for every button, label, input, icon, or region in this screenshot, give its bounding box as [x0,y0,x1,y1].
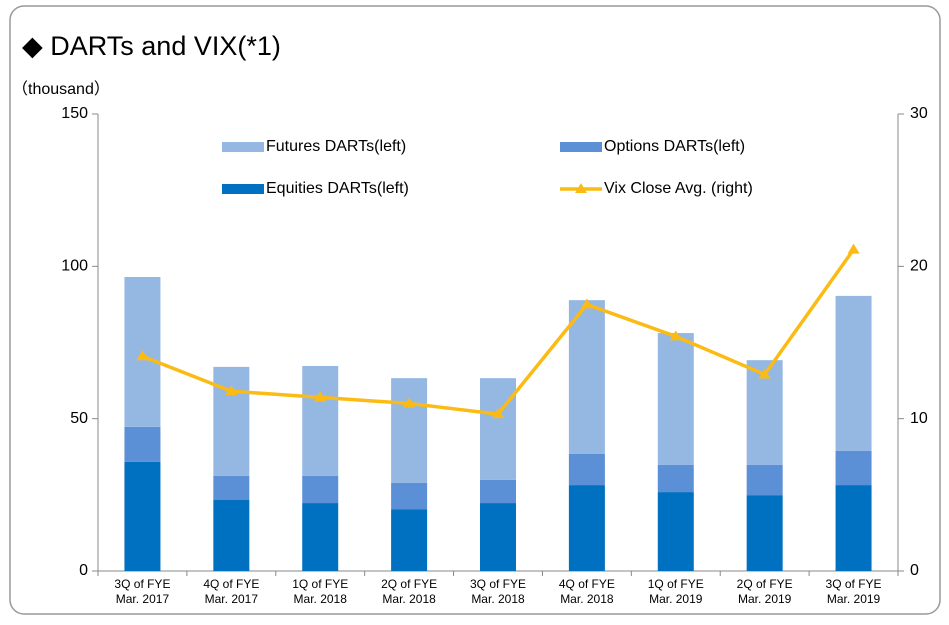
x-tick-label: Mar. 2019 [649,592,703,606]
marker [136,350,149,361]
x-tick-label: 3Q of FYE [470,577,526,591]
y2-tick-label: 30 [910,105,928,122]
y-tick-label: 150 [61,105,88,122]
bar [124,426,161,462]
x-tick-label: 4Q of FYE [203,577,259,591]
bar [302,475,339,504]
x-tick-label: 2Q of FYE [381,577,437,591]
legend-label: Equities DARTs(left) [266,180,409,197]
marker [758,368,771,379]
x-tick-label: 1Q of FYE [292,577,348,591]
chart-title: ◆ DARTs and VIX(*1) [22,31,281,61]
x-tick-label: Mar. 2019 [738,592,792,606]
y2-tick-label: 0 [910,562,919,579]
bar [391,378,428,483]
marker [580,298,593,309]
marker [314,391,327,402]
x-tick-label: Mar. 2018 [471,592,525,606]
bar [391,482,428,510]
bar [746,464,783,496]
y-tick-label: 0 [79,562,88,579]
x-tick-label: Mar. 2019 [827,592,881,606]
legend-swatch [222,184,264,194]
bar [835,295,872,451]
bar [480,503,516,571]
x-tick-label: 4Q of FYE [559,577,615,591]
marker [847,243,860,254]
bar [391,509,428,571]
x-tick-label: 1Q of FYE [648,577,704,591]
bar [657,492,694,571]
bar [568,485,605,571]
bar [302,365,339,476]
bar [835,485,872,571]
bar [213,366,250,476]
bar [124,461,161,571]
x-tick-label: 3Q of FYE [114,577,170,591]
bar [835,450,872,486]
bar [480,479,516,504]
x-tick-label: Mar. 2018 [294,592,348,606]
marker [669,330,682,341]
x-tick-label: 2Q of FYE [737,577,793,591]
bar [213,500,250,571]
y-tick-label: 50 [70,410,88,427]
legend-label: Options DARTs(left) [604,138,745,155]
legend-swatch [222,142,264,152]
x-tick-label: Mar. 2018 [560,592,614,606]
bar [568,300,605,455]
marker [403,397,416,408]
bar [213,475,250,501]
legend-swatch [575,183,587,193]
legend-label: Futures DARTs(left) [266,138,406,155]
marker [492,408,504,419]
y2-tick-label: 10 [910,410,928,427]
bar [480,378,516,480]
y-tick-label: 100 [61,258,88,275]
bar [302,503,339,571]
legend-label: Vix Close Avg. (right) [604,180,753,197]
x-tick-label: 3Q of FYE [826,577,882,591]
bar [568,454,605,486]
bar [746,495,783,571]
legend-swatch [560,142,602,152]
bar [657,464,694,493]
marker [225,385,238,396]
y2-tick-label: 20 [910,258,928,275]
bar [657,333,694,465]
y-axis-label: （thousand） [12,80,110,98]
x-tick-label: Mar. 2017 [205,592,259,606]
x-tick-label: Mar. 2017 [116,592,170,606]
x-tick-label: Mar. 2018 [382,592,436,606]
